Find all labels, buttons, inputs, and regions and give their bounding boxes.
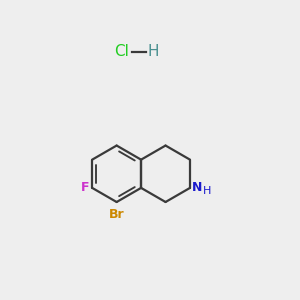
Text: H: H	[203, 186, 212, 196]
Text: H: H	[147, 44, 158, 59]
Text: F: F	[81, 182, 90, 194]
Text: N: N	[192, 182, 203, 194]
Text: Br: Br	[109, 208, 124, 221]
Text: Cl: Cl	[114, 44, 129, 59]
